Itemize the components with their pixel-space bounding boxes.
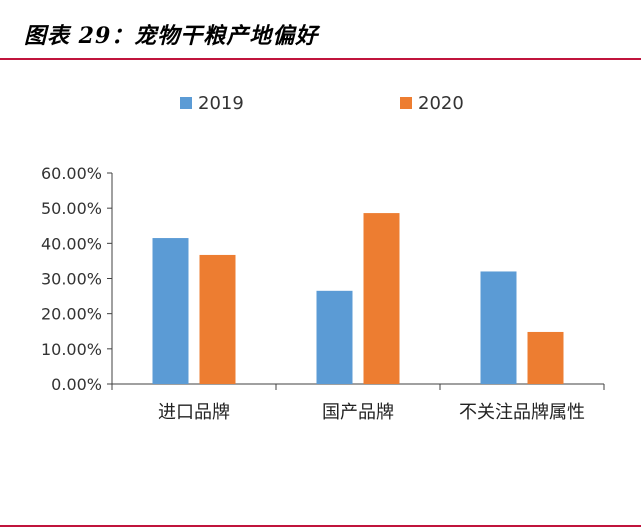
y-tick-label: 0.00% — [51, 375, 102, 394]
y-tick-label: 20.00% — [41, 305, 102, 324]
y-tick-label: 30.00% — [41, 270, 102, 289]
y-tick-label: 40.00% — [41, 234, 102, 253]
legend-label-2020: 2020 — [418, 93, 464, 114]
y-tick-label: 60.00% — [41, 164, 102, 183]
figure-title: 图表 29：宠物干粮产地偏好 — [24, 23, 319, 49]
figure-title-bar: 图表 29：宠物干粮产地偏好 — [0, 0, 641, 56]
legend-swatch-2019 — [180, 97, 192, 109]
bar-2019 — [480, 271, 517, 384]
x-category-label: 不关注品牌属性 — [459, 402, 585, 423]
legend-swatch-2020 — [400, 97, 412, 109]
x-category-label: 进口品牌 — [158, 402, 230, 423]
bar-2019 — [316, 290, 353, 384]
bar-2020 — [363, 213, 400, 384]
x-category-label: 国产品牌 — [322, 402, 394, 423]
y-tick-label: 10.00% — [41, 340, 102, 359]
bar-2019 — [152, 238, 189, 384]
bar-2020 — [527, 331, 564, 384]
bottom-divider — [0, 525, 641, 527]
bar-2020 — [199, 254, 236, 384]
top-divider — [0, 58, 641, 60]
legend-label-2019: 2019 — [198, 93, 244, 114]
y-tick-label: 50.00% — [41, 199, 102, 218]
